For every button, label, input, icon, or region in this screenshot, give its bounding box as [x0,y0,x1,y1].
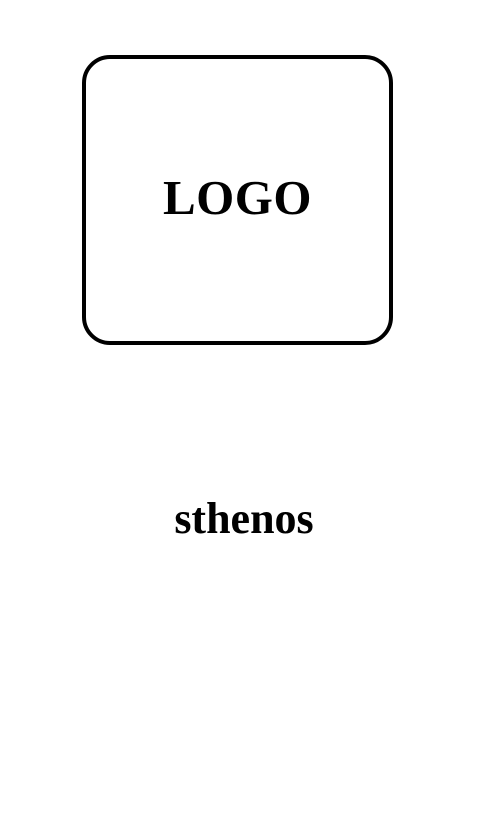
app-name: sthenos [174,494,314,543]
logo-placeholder-text: LOGO [162,169,313,225]
logo-placeholder: LOGO [82,55,393,345]
